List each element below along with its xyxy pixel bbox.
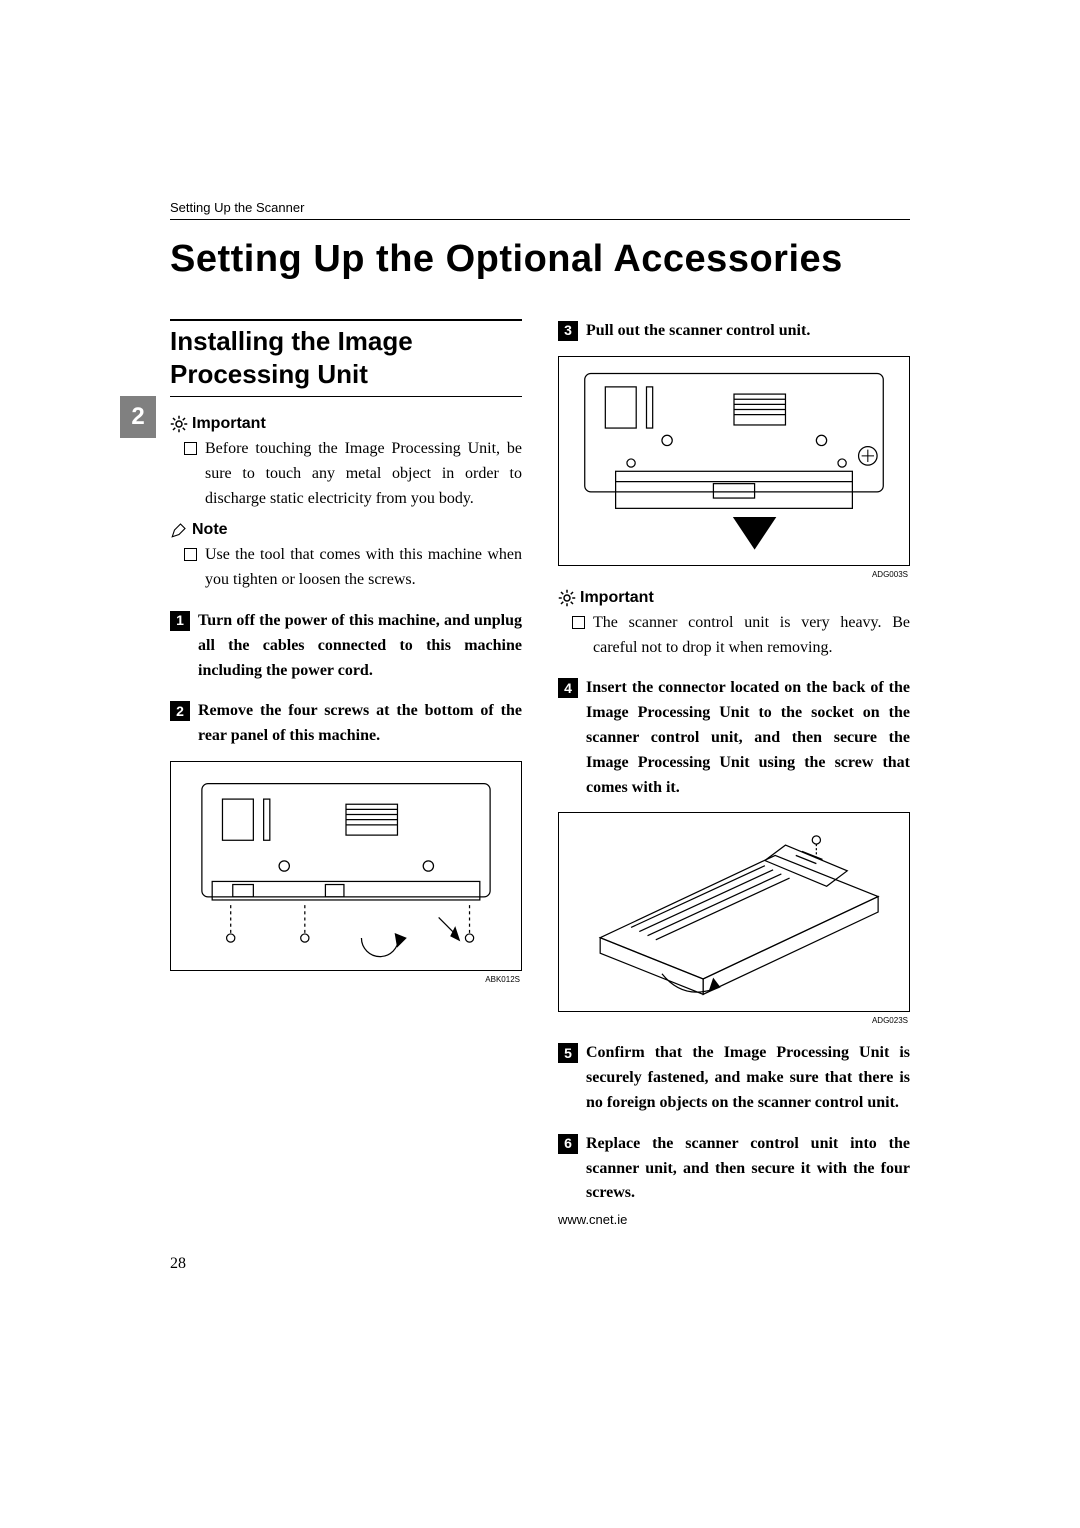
figure-1 — [170, 761, 522, 971]
bullet-icon — [184, 442, 197, 455]
important-text: Before touching the Image Processing Uni… — [184, 437, 522, 511]
note-label: Note — [192, 521, 228, 539]
step-4: 4 Insert the connector located on the ba… — [558, 676, 910, 800]
section-title: Installing the Image Processing Unit — [170, 319, 522, 397]
step-3: 3 Pull out the scanner control unit. — [558, 319, 910, 344]
gear-icon — [170, 415, 188, 433]
figure-1-code: ABK012S — [170, 975, 520, 984]
step-2-text: Remove the four screws at the bottom of … — [198, 699, 522, 749]
step-2: 2 Remove the four screws at the bottom o… — [170, 699, 522, 749]
step-number-icon: 2 — [170, 701, 190, 721]
left-column: Installing the Image Processing Unit Imp… — [170, 319, 522, 1227]
step-1: 1 Turn off the power of this machine, an… — [170, 609, 522, 683]
important-text-2: The scanner control unit is very heavy. … — [572, 611, 910, 661]
bullet-icon — [184, 548, 197, 561]
important-body-2: The scanner control unit is very heavy. … — [593, 611, 910, 661]
step-number-icon: 5 — [558, 1043, 578, 1063]
step-5-text: Confirm that the Image Processing Unit i… — [586, 1041, 910, 1115]
step-6: 6 Replace the scanner control unit into … — [558, 1132, 910, 1206]
step-number-icon: 3 — [558, 321, 578, 341]
important-label-row-2: Important — [558, 589, 910, 607]
note-body: Use the tool that comes with this machin… — [205, 543, 522, 593]
step-number-icon: 6 — [558, 1134, 578, 1154]
pencil-icon — [170, 521, 188, 539]
step-number-icon: 1 — [170, 611, 190, 631]
step-3-text: Pull out the scanner control unit. — [586, 319, 810, 344]
footer-url: www.cnet.ie — [558, 1212, 910, 1227]
chapter-tab: 2 — [120, 396, 156, 438]
step-1-text: Turn off the power of this machine, and … — [198, 609, 522, 683]
step-6-text: Replace the scanner control unit into th… — [586, 1132, 910, 1206]
page-number: 28 — [170, 1255, 910, 1273]
right-column: 3 Pull out the scanner control unit. — [558, 319, 910, 1227]
figure-2 — [558, 356, 910, 566]
step-5: 5 Confirm that the Image Processing Unit… — [558, 1041, 910, 1115]
note-text: Use the tool that comes with this machin… — [184, 543, 522, 593]
gear-icon — [558, 589, 576, 607]
bullet-icon — [572, 616, 585, 629]
figure-3-code: ADG023S — [558, 1016, 908, 1025]
step-4-text: Insert the connector located on the back… — [586, 676, 910, 800]
important-label-2: Important — [580, 589, 654, 607]
step-number-icon: 4 — [558, 678, 578, 698]
important-body: Before touching the Image Processing Uni… — [205, 437, 522, 511]
figure-2-code: ADG003S — [558, 570, 908, 579]
figure-3 — [558, 812, 910, 1012]
important-label: Important — [192, 415, 266, 433]
page-title: Setting Up the Optional Accessories — [170, 238, 910, 281]
running-head: Setting Up the Scanner — [170, 200, 910, 220]
note-label-row: Note — [170, 521, 522, 539]
important-label-row: Important — [170, 415, 522, 433]
